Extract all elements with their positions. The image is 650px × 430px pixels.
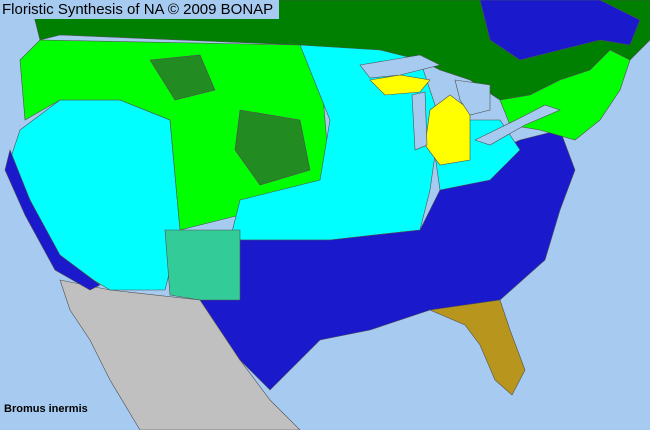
montana-dark-green — [149, 54, 216, 101]
dark-green-counties — [234, 109, 311, 186]
lake-michigan — [411, 91, 428, 151]
new-mexico-region — [164, 229, 241, 301]
florida-region — [428, 299, 526, 396]
species-label: Bromus inermis — [4, 403, 88, 415]
mexico-region — [59, 279, 301, 430]
lake-superior — [359, 54, 441, 79]
canada-east-blue — [479, 0, 641, 61]
map-title: Floristic Synthesis of NA © 2009 BONAP — [0, 0, 280, 19]
lake-erie-ontario — [474, 104, 561, 146]
michigan-up-region — [369, 74, 431, 96]
california-coast-region — [4, 149, 101, 291]
lake-huron — [454, 79, 491, 116]
